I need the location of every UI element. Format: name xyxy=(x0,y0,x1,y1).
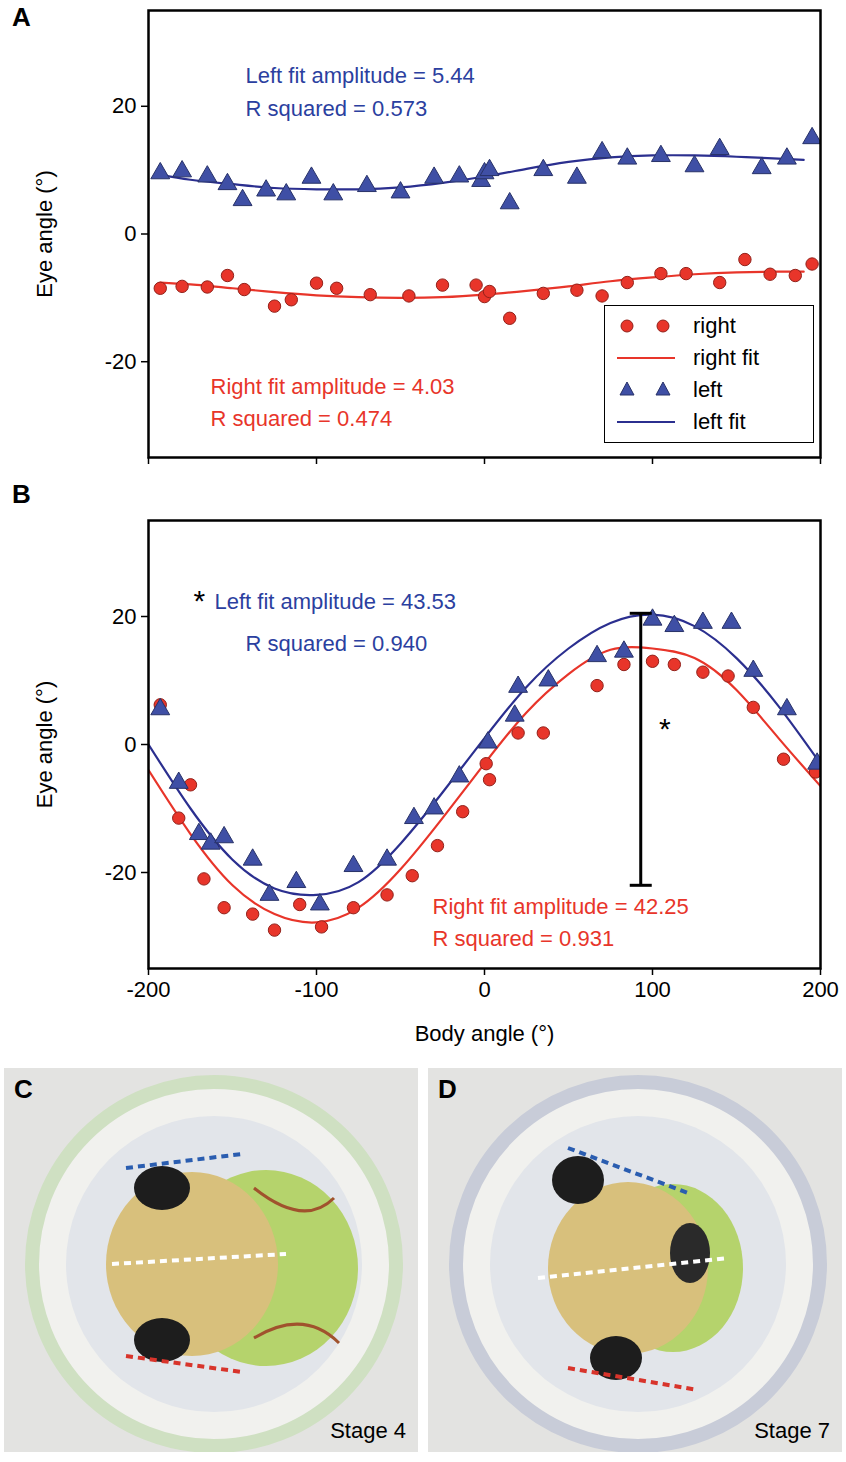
svg-text:0: 0 xyxy=(124,221,136,246)
html-text:Stage 4: Stage 4 xyxy=(330,1418,406,1443)
html-text:D: D xyxy=(438,1074,457,1104)
svg-text:20: 20 xyxy=(112,93,136,118)
svg-text:R squared = 0.940: R squared = 0.940 xyxy=(246,631,428,656)
svg-text:R squared = 0.573: R squared = 0.573 xyxy=(246,96,428,121)
svg-text:-20: -20 xyxy=(105,860,137,885)
html-text:B: B xyxy=(12,479,31,509)
svg-text:0: 0 xyxy=(478,977,490,1002)
html-text:left fit: left fit xyxy=(693,409,746,434)
svg-text:R squared = 0.474: R squared = 0.474 xyxy=(211,406,393,431)
svg-text:20: 20 xyxy=(112,604,136,629)
svg-text:-200: -200 xyxy=(126,977,170,1002)
html-text:left: left xyxy=(693,377,723,402)
svg-text:Body angle (°): Body angle (°) xyxy=(415,1021,555,1046)
svg-text:-20: -20 xyxy=(105,349,137,374)
svg-text:Right fit amplitude = 42.25: Right fit amplitude = 42.25 xyxy=(433,894,689,919)
svg-text:Left fit amplitude = 43.53: Left fit amplitude = 43.53 xyxy=(215,589,457,614)
svg-text:Left fit amplitude = 5.44: Left fit amplitude = 5.44 xyxy=(246,63,475,88)
html-text:A: A xyxy=(12,2,31,32)
svg-text:Right fit amplitude = 4.03: Right fit amplitude = 4.03 xyxy=(211,374,455,399)
svg-text:200: 200 xyxy=(802,977,839,1002)
svg-text:Eye angle (°): Eye angle (°) xyxy=(32,681,57,808)
svg-text:*: * xyxy=(659,712,671,745)
svg-text:0: 0 xyxy=(124,732,136,757)
svg-text:100: 100 xyxy=(634,977,671,1002)
html-text:C: C xyxy=(14,1074,33,1104)
svg-text:Eye angle (°): Eye angle (°) xyxy=(32,170,57,297)
svg-text:R squared = 0.931: R squared = 0.931 xyxy=(433,926,615,951)
html-text:Stage 7: Stage 7 xyxy=(754,1418,830,1443)
svg-text:*: * xyxy=(194,584,206,617)
svg-text:-100: -100 xyxy=(294,977,338,1002)
html-text:right fit: right fit xyxy=(693,345,759,370)
html-text:right: right xyxy=(693,313,736,338)
